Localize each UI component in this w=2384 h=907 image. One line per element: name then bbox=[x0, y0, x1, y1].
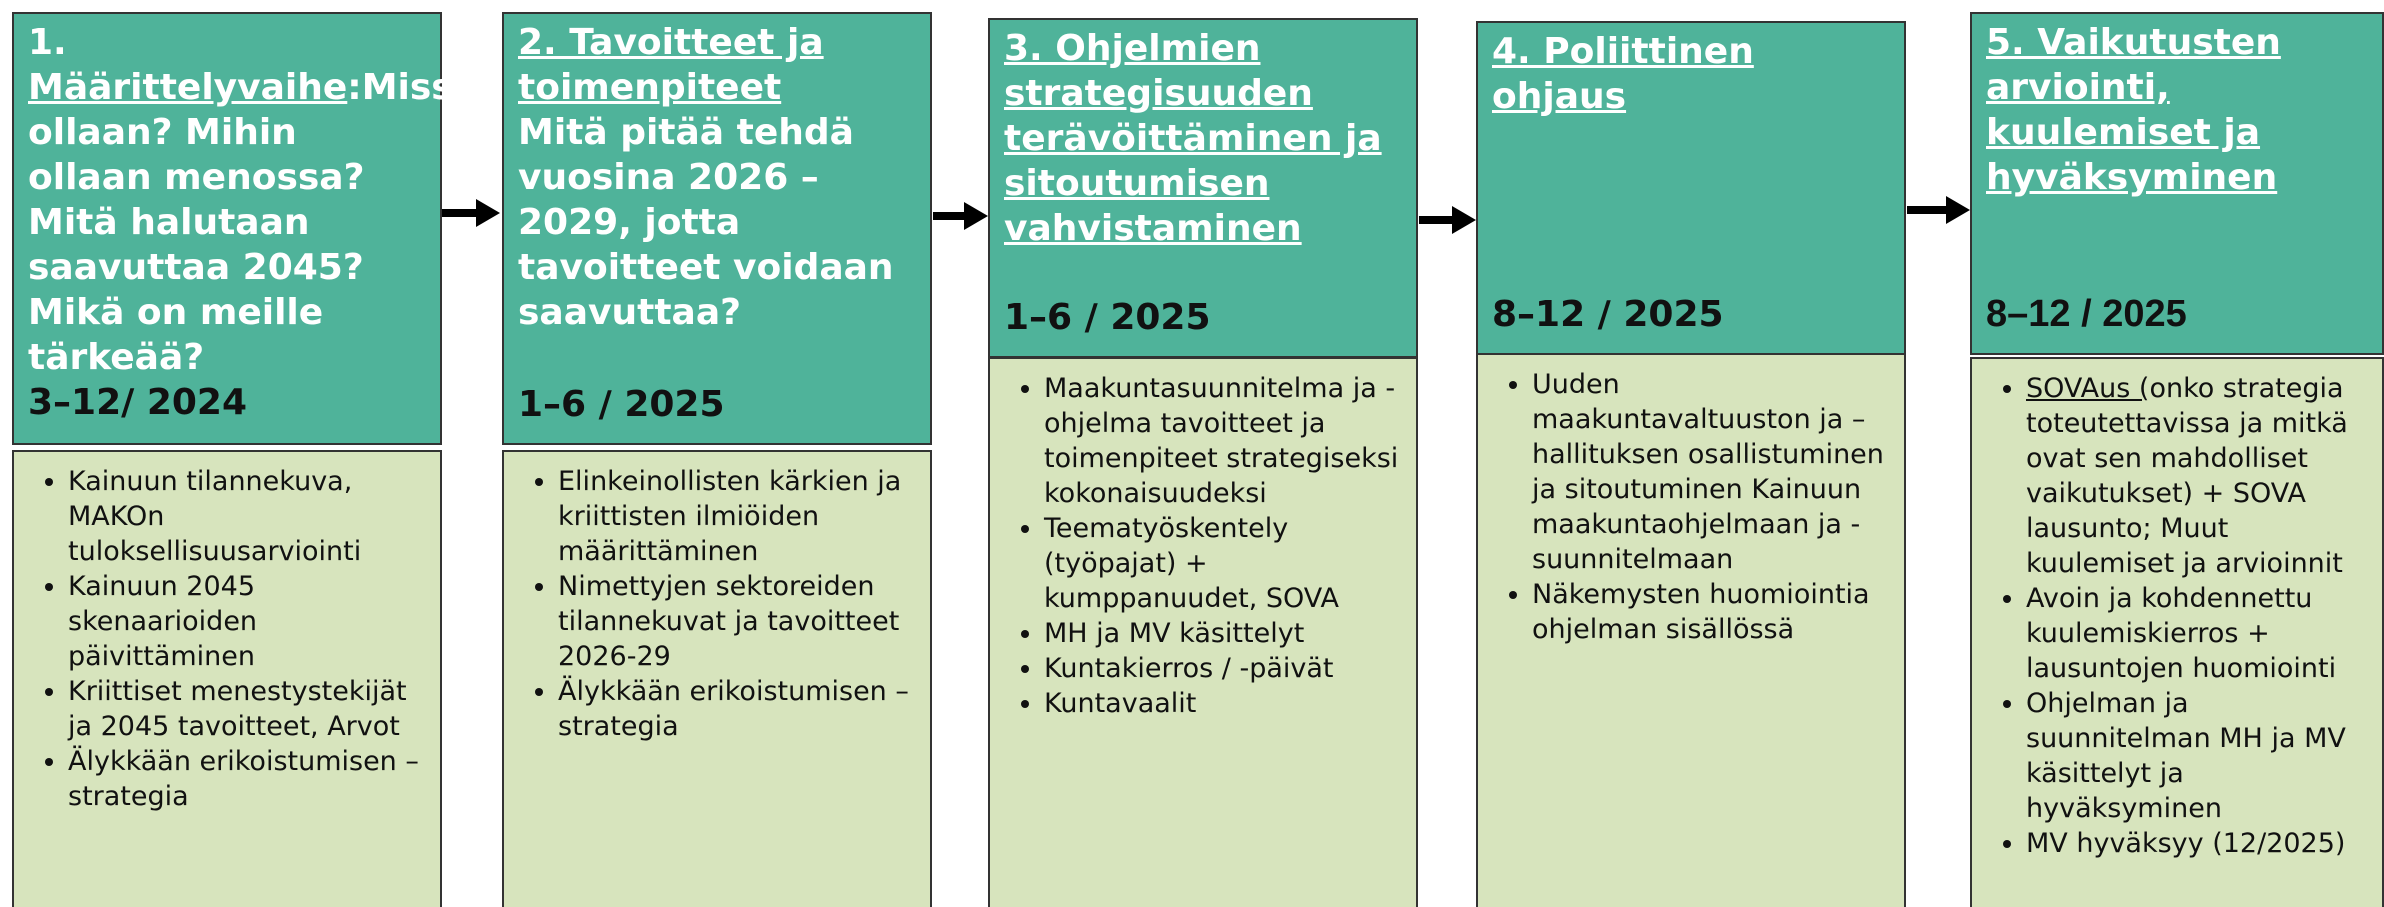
stage-content: SOVAus (onko strategia toteutettavissa j… bbox=[1970, 357, 2384, 907]
bullet-list: Uuden maakuntavaltuuston ja –hallituksen… bbox=[1486, 367, 1896, 647]
stage-question: Missä ollaan? Mihin ollaan menossa? Mitä… bbox=[28, 67, 478, 378]
stage-header: 5. Vaikutusten arviointi, kuulemiset ja … bbox=[1970, 12, 2384, 355]
bullet: Kuntakierros / -päivät bbox=[1044, 651, 1408, 686]
arrowhead bbox=[1946, 196, 1970, 224]
bullet: Kainuun tilannekuva, MAKOn tuloksellisuu… bbox=[68, 464, 432, 569]
stage-date: 1–6 / 2025 bbox=[1004, 297, 1211, 338]
arrowhead bbox=[964, 202, 988, 230]
bullet: SOVAus (onko strategia toteutettavissa j… bbox=[2026, 371, 2374, 581]
bullet: Kainuun 2045 skenaarioiden päivittäminen bbox=[68, 569, 432, 674]
bullet: Älykkään erikoistumisen – strategia bbox=[68, 744, 432, 814]
stage-date: 3–12/ 2024 bbox=[28, 382, 248, 423]
bullet: Maakuntasuunnitelma ja -ohjelma tavoitte… bbox=[1044, 371, 1408, 511]
bullet-list: Elinkeinollisten kärkien ja kriittisten … bbox=[512, 464, 922, 744]
arrowhead bbox=[476, 199, 500, 227]
stage-heading: 3. Ohjelmien strategisuuden terävöittämi… bbox=[1004, 28, 1382, 249]
bullet-text: onko strategia toteutettavissa ja mitkä … bbox=[2026, 373, 2348, 579]
stage-question: Mitä pitää tehdä vuosina 2026 – 2029, jo… bbox=[518, 112, 894, 333]
bullet-list: SOVAus (onko strategia toteutettavissa j… bbox=[1980, 371, 2374, 861]
stage-date: 8–12 / 2025 bbox=[1986, 293, 2187, 335]
bullet: Teematyöskentely (työpajat) + kumppanuud… bbox=[1044, 511, 1408, 616]
stage-content: Uuden maakuntavaltuuston ja –hallituksen… bbox=[1476, 353, 1906, 907]
stage-heading: 5. Vaikutusten arviointi, kuulemiset ja … bbox=[1986, 22, 2281, 198]
stage-heading: 4. Poliittinen ohjaus bbox=[1492, 31, 1754, 117]
bullet: Elinkeinollisten kärkien ja kriittisten … bbox=[558, 464, 922, 569]
bullet-list: Maakuntasuunnitelma ja -ohjelma tavoitte… bbox=[998, 371, 1408, 721]
bullet: Avoin ja kohdennettu kuulemiskierros + l… bbox=[2026, 581, 2374, 686]
stage-heading: Määrittelyvaihe bbox=[28, 67, 348, 108]
stage-header: 1. Määrittelyvaihe:Missä ollaan? Mihin o… bbox=[12, 12, 477, 445]
stage-header: 3. Ohjelmien strategisuuden terävöittämi… bbox=[988, 18, 1418, 358]
stage-header: 4. Poliittinen ohjaus 8–12 / 2025 bbox=[1476, 21, 1906, 355]
bullet: Kriittiset menestystekijät ja 2045 tavoi… bbox=[68, 674, 432, 744]
stage-heading: 2. Tavoitteet ja toimenpiteet bbox=[518, 22, 824, 108]
arrowhead bbox=[1452, 206, 1476, 234]
stage-content: Elinkeinollisten kärkien ja kriittisten … bbox=[502, 450, 932, 907]
bullet: Nimettyjen sektoreiden tilannekuvat ja t… bbox=[558, 569, 922, 674]
bullet: MV hyväksyy (12/2025) bbox=[2026, 826, 2374, 861]
stage-content: Maakuntasuunnitelma ja -ohjelma tavoitte… bbox=[988, 357, 1418, 907]
bullet-list: Kainuun tilannekuva, MAKOn tuloksellisuu… bbox=[22, 464, 432, 814]
stage-content: Kainuun tilannekuva, MAKOn tuloksellisuu… bbox=[12, 450, 442, 907]
stage-header: 2. Tavoitteet ja toimenpiteet Mitä pitää … bbox=[502, 12, 932, 445]
bullet: Ohjelman ja suunnitelman MH ja MV käsitt… bbox=[2026, 686, 2374, 826]
stage-prefix: 1. bbox=[28, 22, 67, 63]
bullet: Älykkään erikoistumisen – strategia bbox=[558, 674, 922, 744]
stage-suffix: : bbox=[347, 67, 362, 108]
bullet: Uuden maakuntavaltuuston ja –hallituksen… bbox=[1532, 367, 1896, 577]
bullet: MH ja MV käsittelyt bbox=[1044, 616, 1408, 651]
bullet: Kuntavaalit bbox=[1044, 686, 1408, 721]
stage-date: 1–6 / 2025 bbox=[518, 384, 725, 425]
stage-date: 8–12 / 2025 bbox=[1492, 294, 1724, 335]
bullet-underlined: SOVAus ( bbox=[2026, 373, 2150, 404]
bullet: Näkemysten huomiointia ohjelman sisällös… bbox=[1532, 577, 1896, 647]
